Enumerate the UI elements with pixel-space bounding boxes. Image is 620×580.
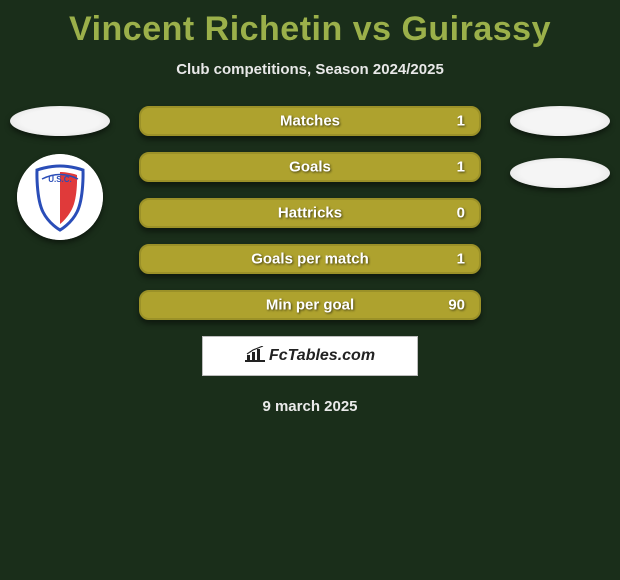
svg-text:U.S.C.: U.S.C. xyxy=(48,175,72,184)
stat-bar-goals: Goals 1 xyxy=(139,152,481,182)
stat-value: 1 xyxy=(457,113,465,130)
brand-box[interactable]: FcTables.com xyxy=(202,336,418,376)
stats-list: Matches 1 Goals 1 Hattricks 0 Goals per … xyxy=(139,106,481,320)
stat-bar-goals-per-match: Goals per match 1 xyxy=(139,244,481,274)
stat-label: Goals xyxy=(289,159,331,176)
subtitle: Club competitions, Season 2024/2025 xyxy=(0,61,620,78)
comparison-content: U.S.C. Matches 1 Goals 1 Hattricks 0 Goa… xyxy=(0,106,620,415)
player-left-column: U.S.C. xyxy=(10,106,110,240)
stat-bar-min-per-goal: Min per goal 90 xyxy=(139,290,481,320)
player-right-column xyxy=(510,106,610,188)
stat-bar-matches: Matches 1 xyxy=(139,106,481,136)
club-badge-right-placeholder xyxy=(510,158,610,188)
club-badge-left: U.S.C. xyxy=(17,154,103,240)
page-title: Vincent Richetin vs Guirassy xyxy=(0,0,620,49)
date-line: 9 march 2025 xyxy=(0,398,620,415)
stat-label: Goals per match xyxy=(251,251,369,268)
chart-icon xyxy=(245,346,265,367)
brand-text: FcTables.com xyxy=(269,347,375,365)
player-left-avatar-placeholder xyxy=(10,106,110,136)
stat-bar-hattricks: Hattricks 0 xyxy=(139,198,481,228)
player-right-avatar-placeholder xyxy=(510,106,610,136)
stat-value: 1 xyxy=(457,251,465,268)
stat-value: 0 xyxy=(457,205,465,222)
stat-label: Hattricks xyxy=(278,205,342,222)
stat-label: Matches xyxy=(280,113,340,130)
stat-label: Min per goal xyxy=(266,297,354,314)
stat-value: 90 xyxy=(448,297,465,314)
stat-value: 1 xyxy=(457,159,465,176)
